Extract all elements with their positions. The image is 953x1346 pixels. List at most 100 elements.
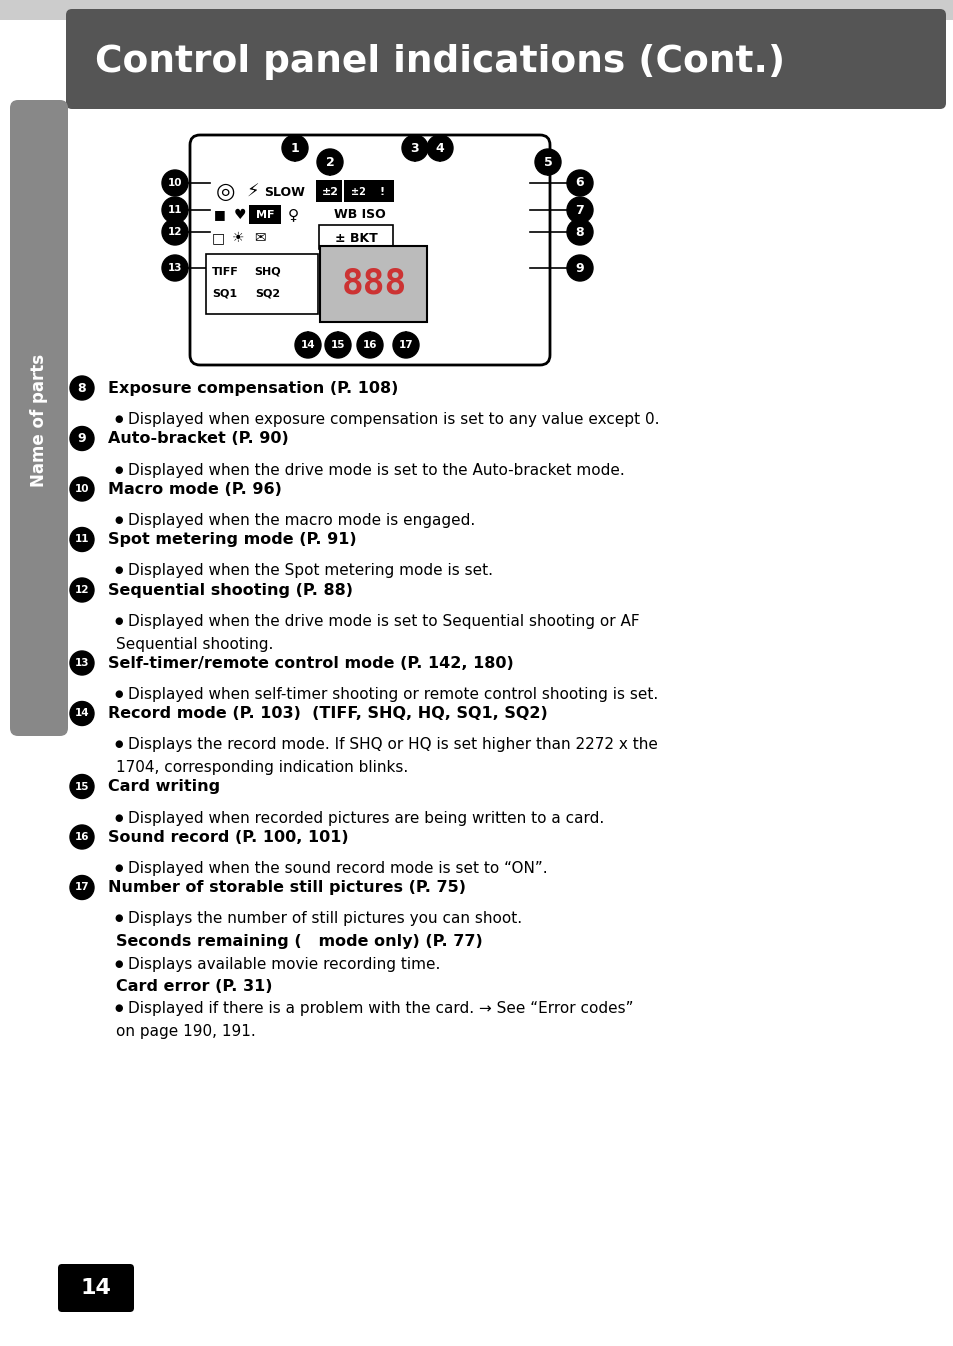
Text: SLOW: SLOW — [264, 186, 305, 198]
Circle shape — [282, 135, 308, 162]
Circle shape — [70, 875, 94, 899]
Text: MF: MF — [255, 210, 274, 219]
Text: Number of storable still pictures (P. 75): Number of storable still pictures (P. 75… — [108, 880, 465, 895]
Text: 9: 9 — [77, 432, 86, 446]
Circle shape — [70, 427, 94, 451]
Text: Displays the number of still pictures you can shoot.: Displays the number of still pictures yo… — [128, 911, 521, 926]
Text: ●: ● — [113, 958, 122, 969]
Circle shape — [70, 651, 94, 674]
Text: Name of parts: Name of parts — [30, 354, 48, 486]
Text: Exposure compensation (P. 108): Exposure compensation (P. 108) — [108, 381, 398, 396]
Circle shape — [162, 197, 188, 223]
FancyBboxPatch shape — [66, 9, 945, 109]
Text: on page 190, 191.: on page 190, 191. — [116, 1024, 255, 1039]
Circle shape — [70, 577, 94, 602]
Text: 888: 888 — [341, 267, 406, 302]
FancyBboxPatch shape — [315, 180, 341, 202]
FancyBboxPatch shape — [58, 1264, 133, 1312]
Circle shape — [70, 774, 94, 798]
Text: ●: ● — [113, 739, 122, 750]
Text: Displayed when the drive mode is set to the Auto-bracket mode.: Displayed when the drive mode is set to … — [128, 463, 624, 478]
Text: TIFF: TIFF — [212, 267, 238, 277]
Circle shape — [70, 701, 94, 725]
Text: !: ! — [379, 187, 384, 197]
Circle shape — [162, 254, 188, 281]
Circle shape — [566, 170, 593, 197]
Circle shape — [70, 825, 94, 849]
Circle shape — [566, 254, 593, 281]
Text: Displayed when the Spot metering mode is set.: Displayed when the Spot metering mode is… — [128, 564, 493, 579]
Text: 9: 9 — [575, 261, 583, 275]
Text: Displays available movie recording time.: Displays available movie recording time. — [128, 957, 440, 972]
FancyBboxPatch shape — [206, 254, 317, 314]
Text: Displayed when exposure compensation is set to any value except 0.: Displayed when exposure compensation is … — [128, 412, 659, 427]
Text: 6: 6 — [575, 176, 583, 190]
Text: 11: 11 — [74, 534, 90, 545]
Text: Spot metering mode (P. 91): Spot metering mode (P. 91) — [108, 532, 356, 546]
Text: 17: 17 — [74, 883, 90, 892]
Circle shape — [70, 376, 94, 400]
Text: Seconds remaining (   mode only) (P. 77): Seconds remaining ( mode only) (P. 77) — [116, 934, 482, 949]
Text: ±2: ±2 — [321, 187, 338, 197]
Text: ◎: ◎ — [215, 182, 234, 202]
Text: 7: 7 — [575, 203, 584, 217]
FancyBboxPatch shape — [190, 135, 550, 365]
Text: Displayed when the sound record mode is set to “ON”.: Displayed when the sound record mode is … — [128, 861, 547, 876]
Circle shape — [566, 197, 593, 223]
Circle shape — [427, 135, 453, 162]
Text: 3: 3 — [410, 141, 419, 155]
Text: ♥: ♥ — [233, 209, 246, 222]
Text: 12: 12 — [74, 586, 90, 595]
Circle shape — [401, 135, 428, 162]
Text: 16: 16 — [362, 341, 376, 350]
Text: ± BKT: ± BKT — [335, 232, 377, 245]
Text: 2: 2 — [325, 156, 334, 168]
Text: ●: ● — [113, 616, 122, 626]
Circle shape — [70, 476, 94, 501]
Text: ♀: ♀ — [287, 207, 298, 222]
Circle shape — [356, 332, 382, 358]
Text: Displayed when self-timer shooting or remote control shooting is set.: Displayed when self-timer shooting or re… — [128, 686, 658, 703]
Text: 15: 15 — [74, 782, 90, 791]
Text: Displayed when the drive mode is set to Sequential shooting or AF: Displayed when the drive mode is set to … — [128, 614, 639, 629]
Text: ●: ● — [113, 516, 122, 525]
Text: Sequential shooting (P. 88): Sequential shooting (P. 88) — [108, 583, 353, 598]
Text: 1: 1 — [291, 141, 299, 155]
Circle shape — [70, 528, 94, 552]
Text: Self-timer/remote control mode (P. 142, 180): Self-timer/remote control mode (P. 142, … — [108, 656, 514, 670]
Text: SQ2: SQ2 — [255, 288, 280, 297]
FancyBboxPatch shape — [319, 246, 427, 322]
Circle shape — [325, 332, 351, 358]
Text: 13: 13 — [168, 262, 182, 273]
Text: 4: 4 — [436, 141, 444, 155]
Circle shape — [162, 219, 188, 245]
FancyBboxPatch shape — [249, 205, 281, 223]
Text: 14: 14 — [74, 708, 90, 719]
Text: Control panel indications (Cont.): Control panel indications (Cont.) — [95, 44, 784, 79]
Circle shape — [393, 332, 418, 358]
Text: Card error (P. 31): Card error (P. 31) — [116, 979, 273, 993]
Text: ±2: ±2 — [350, 187, 365, 197]
Text: Displayed when recorded pictures are being written to a card.: Displayed when recorded pictures are bei… — [128, 810, 603, 825]
Text: 12: 12 — [168, 227, 182, 237]
Text: □: □ — [212, 232, 224, 245]
Text: ●: ● — [113, 689, 122, 699]
Circle shape — [316, 149, 343, 175]
Text: 14: 14 — [80, 1277, 112, 1298]
Circle shape — [566, 219, 593, 245]
FancyBboxPatch shape — [10, 100, 68, 736]
Circle shape — [162, 170, 188, 197]
FancyBboxPatch shape — [318, 225, 393, 249]
Text: Sound record (P. 100, 101): Sound record (P. 100, 101) — [108, 829, 348, 844]
Text: Displayed if there is a problem with the card. → See “Error codes”: Displayed if there is a problem with the… — [128, 1001, 633, 1016]
Text: ●: ● — [113, 914, 122, 923]
Text: ●: ● — [113, 813, 122, 822]
Text: ●: ● — [113, 464, 122, 475]
Text: ☀: ☀ — [232, 232, 244, 245]
Text: Card writing: Card writing — [108, 779, 220, 794]
Text: 15: 15 — [331, 341, 345, 350]
Text: Displays the record mode. If SHQ or HQ is set higher than 2272 x the: Displays the record mode. If SHQ or HQ i… — [128, 738, 658, 752]
Text: ■: ■ — [213, 209, 226, 222]
Circle shape — [294, 332, 320, 358]
Text: SQ1: SQ1 — [213, 288, 237, 297]
